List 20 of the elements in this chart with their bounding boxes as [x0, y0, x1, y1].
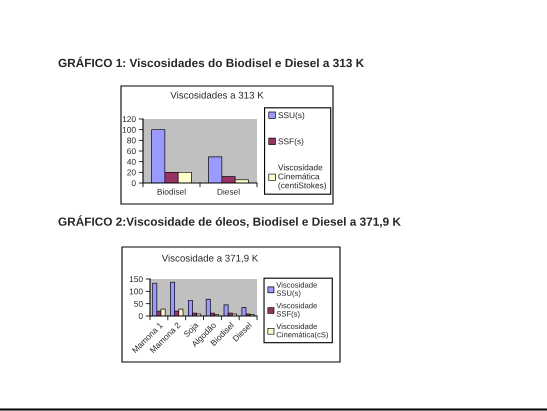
legend-label: Viscosidade Cinemática (centiStokes): [278, 164, 326, 190]
chart-title: GRÁFICO 2:Viscosidade de óleos, Biodisel e Diesel a 371,9 K: [58, 215, 401, 228]
x-tick-label: Diesel: [218, 188, 240, 195]
y-tick-label: 50: [134, 300, 143, 307]
chart-subtitle: Viscosidade a 371,9 K: [162, 254, 258, 263]
y-tick-label: 0: [138, 313, 143, 320]
legend-label: SSU(s): [278, 112, 304, 120]
chart-title: GRÁFICO 1: Viscosidades do Biodisel e Diesel a 313 K: [58, 56, 364, 68]
y-tick-label: 0: [132, 180, 136, 186]
y-tick-label: 100: [122, 126, 136, 133]
y-tick-label: 80: [127, 138, 136, 144]
y-tick-label: 120: [122, 116, 136, 122]
y-tick-label: 60: [127, 148, 136, 154]
y-tick-label: 150: [130, 276, 143, 282]
y-tick-label: 20: [127, 170, 136, 176]
legend-label: SSF(s): [278, 138, 304, 146]
y-tick-label: 40: [126, 158, 136, 165]
y-tick-label: 100: [130, 288, 143, 294]
chart-subtitle: Viscosidades a 313 K: [170, 91, 264, 99]
x-tick-label: Biodisel: [158, 188, 186, 195]
